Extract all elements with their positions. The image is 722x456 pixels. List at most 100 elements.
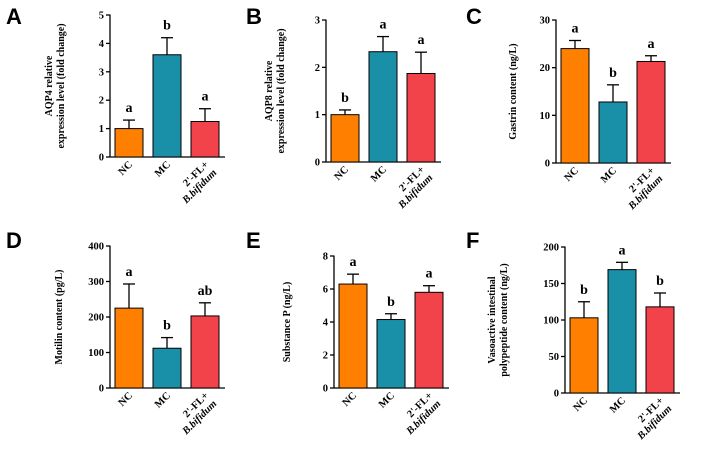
y-tick-label: 50 xyxy=(549,352,560,363)
y-tick-label: 30 xyxy=(540,16,551,27)
significance-label: ab xyxy=(198,284,213,299)
bar-2-fl- xyxy=(636,60,666,164)
category-label-line: MC xyxy=(153,390,173,410)
category-label: 2'-FL+B.bifidum xyxy=(618,165,665,212)
y-tick-label: 0 xyxy=(545,159,550,170)
category-label-line: NC xyxy=(341,390,360,409)
significance-label: b xyxy=(163,319,171,334)
significance-label: a xyxy=(126,265,133,280)
y-tick-label: 8 xyxy=(323,252,328,263)
chart-panel-a: A 0 1 2 3 4 5 AQP4 relative expression level (fo… xyxy=(6,4,225,207)
significance-label: a xyxy=(202,90,209,105)
significance-label: a xyxy=(426,267,433,282)
category-label: NC xyxy=(563,165,582,184)
significance-label: a xyxy=(572,21,579,36)
bar-mc xyxy=(152,54,182,158)
y-axis-title: polypeptide content (ng/L) xyxy=(499,263,510,376)
y-tick-label: 20 xyxy=(540,63,551,74)
significance-label: b xyxy=(656,274,664,289)
category-label: MC xyxy=(369,164,389,184)
y-tick-label: 4 xyxy=(323,318,329,329)
y-tick-label: 200 xyxy=(543,243,559,254)
category-label-line: MC xyxy=(369,164,389,184)
y-axis-title: Motilin content (pg/L) xyxy=(54,270,65,365)
category-label: MC xyxy=(377,390,397,410)
bar-2-fl- xyxy=(645,306,675,394)
bar-2-fl- xyxy=(190,315,220,389)
panel-letter: C xyxy=(466,4,482,29)
panel-letter: E xyxy=(246,228,261,253)
significance-label: b xyxy=(609,66,617,81)
y-tick-label: 0 xyxy=(99,384,104,395)
category-label: NC xyxy=(333,164,352,183)
y-tick-label: 4 xyxy=(99,39,105,50)
y-tick-label: 1 xyxy=(99,124,104,135)
y-axis-title: Gastrin content (ng/L) xyxy=(508,43,519,139)
bar-2-fl- xyxy=(406,72,436,163)
y-axis-title: expression level (fold change) xyxy=(276,28,287,153)
y-tick-label: 300 xyxy=(88,277,104,288)
category-label-line: MC xyxy=(599,165,619,185)
y-tick-label: 6 xyxy=(323,285,328,296)
y-tick-label: 0 xyxy=(315,158,320,169)
category-label: NC xyxy=(341,390,360,409)
bar-nc xyxy=(560,48,590,164)
panel-letter: D xyxy=(6,228,22,253)
y-tick-label: 0 xyxy=(99,153,104,164)
chart-panel-f: F 0 50 100 150 200 Vasoactive intestinal polype… xyxy=(466,228,680,443)
category-label: 2'-FL+B.bifidum xyxy=(396,390,443,437)
significance-label: a xyxy=(350,255,357,270)
panel-letter: F xyxy=(466,228,479,253)
category-label: 2'-FL+B.bifidum xyxy=(627,395,674,442)
y-tick-label: 2 xyxy=(99,96,104,107)
bar-nc xyxy=(114,128,144,158)
bar-nc xyxy=(114,307,144,389)
y-tick-label: 200 xyxy=(88,313,104,324)
category-label: MC xyxy=(608,395,628,415)
category-label: NC xyxy=(117,159,136,178)
bar-2-fl- xyxy=(190,121,220,158)
y-tick-label: 100 xyxy=(88,348,104,359)
category-label: MC xyxy=(153,159,173,179)
bar-mc xyxy=(598,101,628,164)
chart-panel-e: E 0 2 4 6 8 Substance P (ng/L) a NC b MC a 2'-FL+B.b… xyxy=(246,228,449,438)
y-tick-label: 2 xyxy=(323,351,328,362)
significance-label: a xyxy=(380,18,387,33)
y-tick-label: 2 xyxy=(315,63,320,74)
y-tick-label: 3 xyxy=(99,67,104,78)
significance-label: a xyxy=(648,37,655,52)
chart-panel-d: D 0 100 200 300 400 Motilin content (pg/L) a NC b… xyxy=(6,228,225,438)
y-axis-title: AQP4 relative xyxy=(44,55,55,116)
panel-letter: A xyxy=(6,4,22,29)
category-label-line: NC xyxy=(333,164,352,183)
chart-panel-b: B 0 1 2 3 AQP8 relative expression level (fold… xyxy=(246,4,441,212)
y-axis-title: Substance P (ng/L) xyxy=(282,282,293,363)
bar-mc xyxy=(607,269,637,394)
bar-nc xyxy=(569,317,599,394)
bar-mc xyxy=(376,319,406,389)
y-tick-label: 100 xyxy=(543,316,559,327)
category-label: MC xyxy=(153,390,173,410)
category-label-line: NC xyxy=(563,165,582,184)
category-label-line: MC xyxy=(608,395,628,415)
category-label-line: NC xyxy=(117,159,136,178)
significance-label: a xyxy=(619,243,626,258)
y-tick-label: 0 xyxy=(554,389,559,400)
category-label-line: NC xyxy=(572,395,591,414)
significance-label: b xyxy=(341,91,349,106)
y-tick-label: 10 xyxy=(540,111,551,122)
chart-panel-c: C 0 10 20 30 Gastrin content (ng/L) a NC b MC a 2'-… xyxy=(466,4,671,213)
bar-nc xyxy=(338,283,368,389)
category-label: 2'-FL+B.bifidum xyxy=(172,159,219,206)
bar-2-fl- xyxy=(414,291,444,389)
y-axis-title: expression level (fold change) xyxy=(56,23,67,148)
bar-mc xyxy=(152,347,182,389)
category-label: NC xyxy=(117,390,136,409)
significance-label: a xyxy=(418,33,425,48)
y-tick-label: 150 xyxy=(543,279,559,290)
y-tick-label: 400 xyxy=(88,242,104,253)
category-label: NC xyxy=(572,395,591,414)
category-label: 2'-FL+B.bifidum xyxy=(388,164,435,211)
y-tick-label: 1 xyxy=(315,110,320,121)
